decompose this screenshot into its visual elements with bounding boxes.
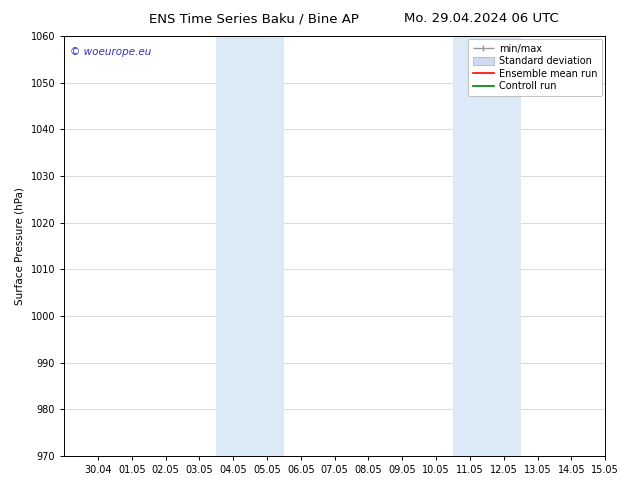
Bar xyxy=(453,36,521,456)
Y-axis label: Surface Pressure (hPa): Surface Pressure (hPa) xyxy=(15,187,25,305)
Legend: min/max, Standard deviation, Ensemble mean run, Controll run: min/max, Standard deviation, Ensemble me… xyxy=(468,39,602,96)
Text: ENS Time Series Baku / Bine AP: ENS Time Series Baku / Bine AP xyxy=(148,12,359,25)
Bar xyxy=(216,36,284,456)
Text: Mo. 29.04.2024 06 UTC: Mo. 29.04.2024 06 UTC xyxy=(404,12,559,25)
Text: © woeurope.eu: © woeurope.eu xyxy=(70,47,151,57)
